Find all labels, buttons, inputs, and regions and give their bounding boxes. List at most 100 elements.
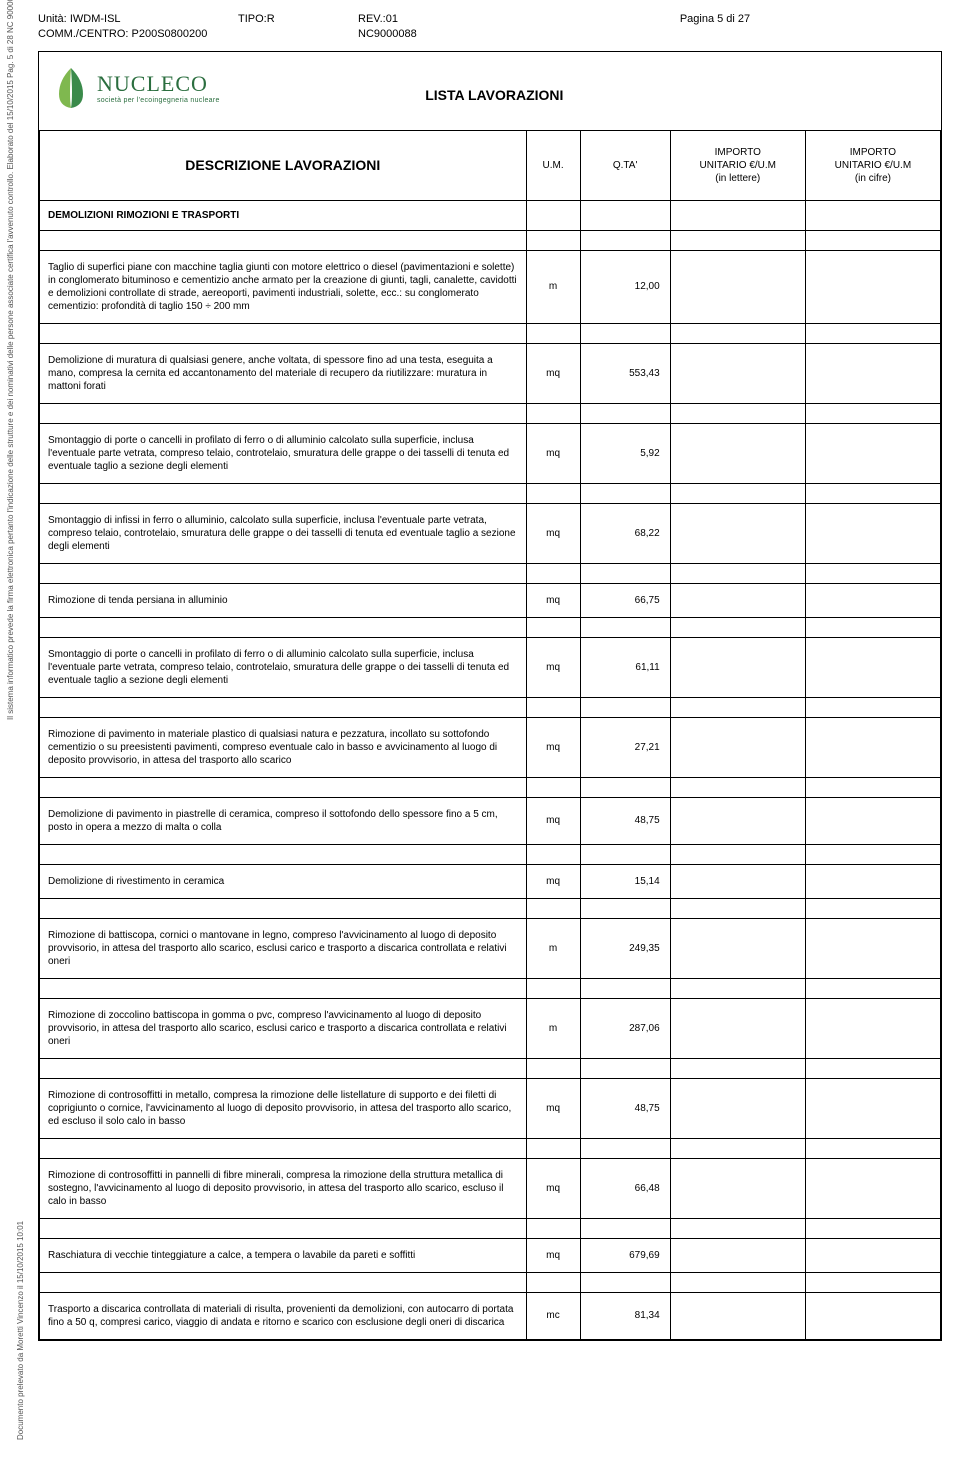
desc-cell: Smontaggio di infissi in ferro o allumin… [40, 503, 527, 563]
leaf-icon [51, 66, 91, 110]
cifre-cell [805, 250, 940, 323]
cifre-cell [805, 1238, 940, 1272]
qta-cell: 27,21 [580, 717, 670, 777]
table-row: Smontaggio di porte o cancelli in profil… [40, 637, 941, 697]
spacer-row [40, 617, 941, 637]
spacer-row [40, 403, 941, 423]
section-header: DEMOLIZIONI RIMOZIONI E TRASPORTI [40, 200, 527, 230]
lett-cell [670, 423, 805, 483]
rev-label: REV.: [358, 13, 386, 25]
qta-cell: 15,14 [580, 864, 670, 898]
table-row: Smontaggio di porte o cancelli in profil… [40, 423, 941, 483]
desc-cell: Raschiatura di vecchie tinteggiature a c… [40, 1238, 527, 1272]
cifre-cell [805, 343, 940, 403]
logo: NUCLECO società per l'ecoingegneria nucl… [51, 66, 220, 110]
outer-frame: NUCLECO società per l'ecoingegneria nucl… [38, 51, 942, 1341]
tipo-label: TIPO: [238, 13, 267, 25]
spacer-row [40, 323, 941, 343]
table-header-row: DESCRIZIONE LAVORAZIONI U.M. Q.TA' IMPOR… [40, 130, 941, 200]
um-cell: mq [526, 717, 580, 777]
cifre-cell [805, 998, 940, 1058]
qta-cell: 12,00 [580, 250, 670, 323]
cifre-cell [805, 1078, 940, 1138]
lett-cell [670, 503, 805, 563]
col-cifre-header: IMPORTO UNITARIO €/U.M (in cifre) [805, 130, 940, 200]
table-row: Demolizione di rivestimento in ceramicam… [40, 864, 941, 898]
desc-cell: Smontaggio di porte o cancelli in profil… [40, 423, 527, 483]
col-cifre-l3: (in cifre) [814, 172, 932, 185]
qta-cell: 48,75 [580, 1078, 670, 1138]
um-cell: mq [526, 343, 580, 403]
table-row: Demolizione di pavimento in piastrelle d… [40, 797, 941, 844]
col-lett-l1: IMPORTO [679, 146, 797, 159]
col-qta-header: Q.TA' [580, 130, 670, 200]
um-cell: mq [526, 503, 580, 563]
nc: NC9000088 [358, 27, 488, 42]
spacer-row [40, 777, 941, 797]
table-row: Rimozione di battiscopa, cornici o manto… [40, 918, 941, 978]
cifre-cell [805, 918, 940, 978]
comm: P200S0800200 [132, 28, 208, 40]
cifre-cell [805, 797, 940, 844]
lett-cell [670, 343, 805, 403]
desc-cell: Demolizione di pavimento in piastrelle d… [40, 797, 527, 844]
table-row: Smontaggio di infissi in ferro o allumin… [40, 503, 941, 563]
qta-cell: 81,34 [580, 1292, 670, 1339]
spacer-row [40, 697, 941, 717]
table-row: Rimozione di zoccolino battiscopa in gom… [40, 998, 941, 1058]
desc-cell: Taglio di superfici piane con macchine t… [40, 250, 527, 323]
qta-cell: 287,06 [580, 998, 670, 1058]
desc-cell: Trasporto a discarica controllata di mat… [40, 1292, 527, 1339]
cifre-cell [805, 583, 940, 617]
lett-cell [670, 998, 805, 1058]
spacer-row [40, 844, 941, 864]
desc-cell: Smontaggio di porte o cancelli in profil… [40, 637, 527, 697]
col-lett-l3: (in lettere) [679, 172, 797, 185]
desc-cell: Rimozione di zoccolino battiscopa in gom… [40, 998, 527, 1058]
table-row: Rimozione di controsoffitti in metallo, … [40, 1078, 941, 1138]
qta-cell: 679,69 [580, 1238, 670, 1272]
table-row: Raschiatura di vecchie tinteggiature a c… [40, 1238, 941, 1272]
um-cell: mq [526, 583, 580, 617]
spacer-row [40, 898, 941, 918]
cifre-cell [805, 423, 940, 483]
col-lett-l2: UNITARIO €/U.M [679, 159, 797, 172]
lett-cell [670, 1292, 805, 1339]
col-lett-header: IMPORTO UNITARIO €/U.M (in lettere) [670, 130, 805, 200]
section-header-row: DEMOLIZIONI RIMOZIONI E TRASPORTI [40, 200, 941, 230]
qta-cell: 5,92 [580, 423, 670, 483]
lett-cell [670, 797, 805, 844]
lett-cell [670, 583, 805, 617]
header-meta: Unità: IWDM-ISL COMM./CENTRO: P200S08002… [38, 12, 942, 43]
um-cell: mc [526, 1292, 580, 1339]
cifre-cell [805, 1292, 940, 1339]
qta-cell: 553,43 [580, 343, 670, 403]
desc-cell: Demolizione di muratura di qualsiasi gen… [40, 343, 527, 403]
col-desc-header: DESCRIZIONE LAVORAZIONI [40, 130, 527, 200]
table-row: Taglio di superfici piane con macchine t… [40, 250, 941, 323]
spacer-row [40, 230, 941, 250]
um-cell: mq [526, 637, 580, 697]
qta-cell: 61,11 [580, 637, 670, 697]
qta-cell: 66,48 [580, 1158, 670, 1218]
cifre-cell [805, 717, 940, 777]
table-row: Demolizione di muratura di qualsiasi gen… [40, 343, 941, 403]
um-cell: mq [526, 797, 580, 844]
table-row: Rimozione di pavimento in materiale plas… [40, 717, 941, 777]
spacer-row [40, 1218, 941, 1238]
lett-cell [670, 717, 805, 777]
lett-cell [670, 1078, 805, 1138]
col-cifre-l1: IMPORTO [814, 146, 932, 159]
qta-cell: 66,75 [580, 583, 670, 617]
um-cell: m [526, 918, 580, 978]
spacer-row [40, 1058, 941, 1078]
spacer-row [40, 978, 941, 998]
side-text-1: Documento prelevato da Moretti Vincenzo … [16, 1221, 25, 1440]
um-cell: mq [526, 1158, 580, 1218]
desc-cell: Rimozione di controsoffitti in metallo, … [40, 1078, 527, 1138]
desc-cell: Rimozione di battiscopa, cornici o manto… [40, 918, 527, 978]
side-text-2: Il sistema informatico prevede la firma … [6, 0, 15, 720]
cifre-cell [805, 503, 940, 563]
main-table: DESCRIZIONE LAVORAZIONI U.M. Q.TA' IMPOR… [39, 130, 941, 1340]
comm-label: COMM./CENTRO: [38, 28, 128, 40]
